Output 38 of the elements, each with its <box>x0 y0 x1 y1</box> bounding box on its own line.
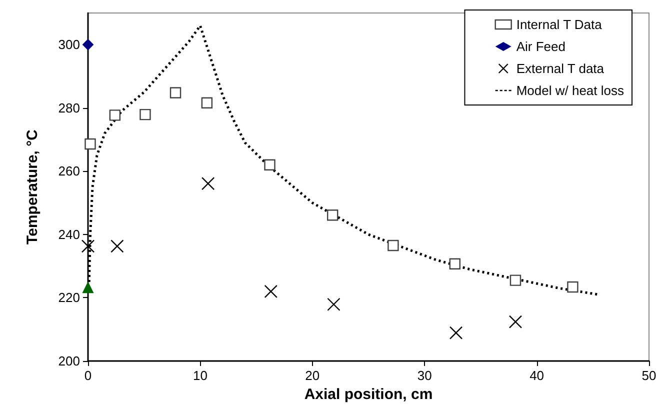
x-tick-label: 40 <box>530 368 544 383</box>
x-tick-label: 50 <box>642 368 656 383</box>
point <box>449 258 460 270</box>
x-tick-label: 10 <box>192 368 208 383</box>
y-tick-label: 260 <box>58 164 80 179</box>
point <box>264 159 276 170</box>
point <box>449 326 463 340</box>
point <box>82 282 94 294</box>
point <box>140 108 151 120</box>
y-tick-label: 220 <box>58 290 80 306</box>
point <box>110 240 124 253</box>
legend-label: Air Feed <box>516 39 566 54</box>
point <box>508 315 522 328</box>
legend-label: External T data <box>516 61 605 76</box>
point <box>567 281 578 293</box>
y-tick-label: 200 <box>58 354 80 368</box>
point <box>510 274 522 286</box>
point <box>84 138 96 150</box>
y-tick-label: 300 <box>58 37 80 52</box>
point <box>109 110 121 121</box>
point <box>327 298 340 311</box>
x-tick-label: 30 <box>417 368 432 383</box>
y-axis-title: Temperature, °C <box>24 129 41 244</box>
point <box>81 240 95 253</box>
point <box>82 39 94 50</box>
y-tick-label: 280 <box>58 100 80 116</box>
point <box>201 176 215 190</box>
x-axis-title: Axial position, cm <box>304 386 433 403</box>
legend-label: Internal T Data <box>516 17 603 32</box>
x-tick-label: 0 <box>84 368 92 383</box>
legend-label: Model w/ heat loss <box>516 83 624 98</box>
point <box>201 97 213 108</box>
point <box>388 240 399 252</box>
point <box>326 210 338 221</box>
point <box>170 87 182 98</box>
x-tick-label: 20 <box>305 368 320 383</box>
point <box>264 284 278 298</box>
y-tick-label: 240 <box>58 226 80 242</box>
